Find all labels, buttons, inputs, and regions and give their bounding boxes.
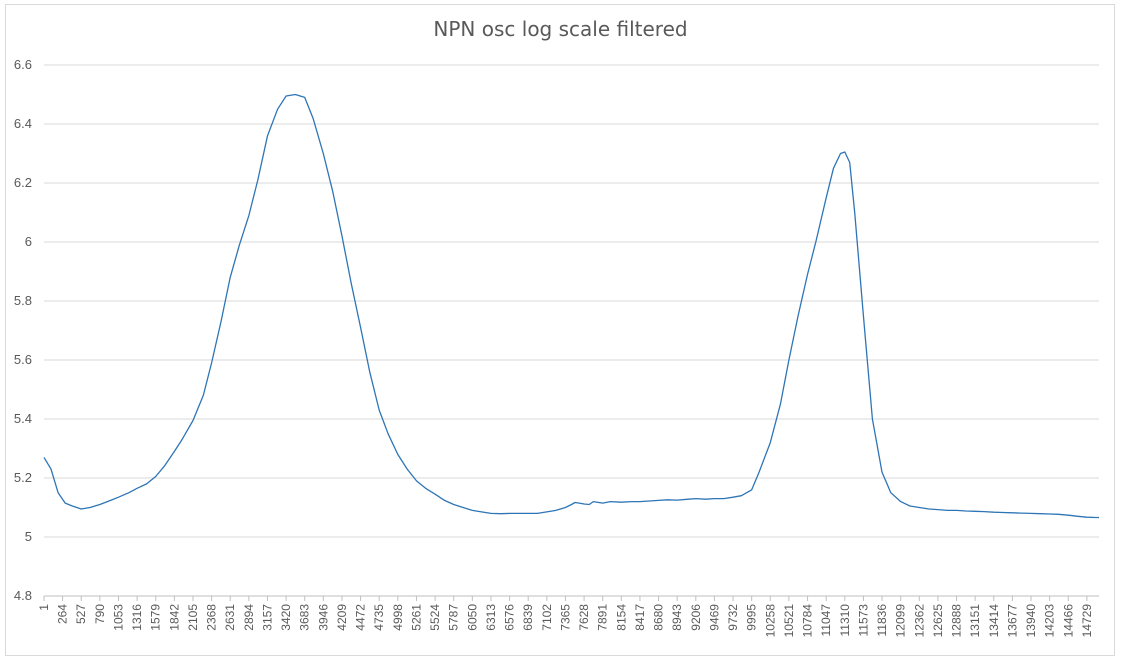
x-tick-label: 4209 <box>335 604 349 631</box>
x-tick-label: 8943 <box>670 604 684 631</box>
x-tick-label: 2894 <box>242 604 256 631</box>
x-tick-label: 790 <box>93 604 107 624</box>
y-tick-label: 6.4 <box>14 116 32 131</box>
x-tick-label: 7102 <box>540 604 554 631</box>
x-tick-label: 2368 <box>205 604 219 631</box>
x-tick-label: 13677 <box>1005 604 1019 638</box>
series-line <box>43 93 1099 519</box>
x-tick-label: 3683 <box>298 604 312 631</box>
x-tick-label: 14466 <box>1061 604 1075 638</box>
x-tick-label: 7365 <box>558 604 572 631</box>
x-tick-label: 13414 <box>987 604 1001 638</box>
x-tick-label: 6839 <box>521 604 535 631</box>
x-tick-label: 4735 <box>372 604 386 631</box>
chart-title: NPN osc log scale filtered <box>433 17 688 41</box>
y-tick-label: 5.4 <box>14 411 32 426</box>
x-tick-label: 264 <box>56 604 70 624</box>
x-tick-label: 1053 <box>111 604 125 631</box>
x-tick-label: 7628 <box>577 604 591 631</box>
y-tick-label: 6.2 <box>14 175 32 190</box>
y-tick-label: 5 <box>25 529 32 544</box>
x-tick-label: 3946 <box>316 604 330 631</box>
x-tick-label: 1 <box>37 604 51 611</box>
x-tick-label: 6576 <box>503 604 517 631</box>
x-tick-label: 7891 <box>596 604 610 631</box>
x-tick-label: 5787 <box>447 604 461 631</box>
x-tick-label: 2631 <box>223 604 237 631</box>
x-tick-label: 11836 <box>875 604 889 637</box>
x-tick-label: 10521 <box>782 604 796 638</box>
y-tick-label: 6 <box>25 234 32 249</box>
y-tick-label: 4.8 <box>14 588 32 603</box>
y-tick-label: 5.2 <box>14 470 32 485</box>
x-tick-label: 12362 <box>912 604 926 638</box>
x-tick-label: 3420 <box>279 604 293 631</box>
x-tick-label: 9995 <box>745 604 759 631</box>
x-tick-label: 6050 <box>465 604 479 631</box>
y-tick-label: 5.6 <box>14 352 32 367</box>
x-tick-label: 12099 <box>894 604 908 638</box>
x-tick-label: 8417 <box>633 604 647 631</box>
x-tick-label: 9206 <box>689 604 703 631</box>
x-tick-label: 4998 <box>391 604 405 631</box>
y-tick-label: 5.8 <box>14 293 32 308</box>
x-tick-label: 11310 <box>838 604 852 637</box>
x-tick-label: 10258 <box>763 604 777 638</box>
x-tick-label: 9732 <box>726 604 740 631</box>
x-tick-label: 4472 <box>354 604 368 631</box>
x-tick-label: 8680 <box>652 604 666 631</box>
x-tick-label: 1316 <box>130 604 144 631</box>
x-tick-label: 5524 <box>428 604 442 631</box>
x-tick-label: 527 <box>74 604 88 624</box>
x-tick-label: 8154 <box>614 604 628 631</box>
x-tick-label: 13151 <box>968 604 982 638</box>
x-tick-label: 10784 <box>801 604 815 638</box>
y-tick-label: 6.6 <box>14 57 32 72</box>
x-tick-label: 11047 <box>819 604 833 637</box>
x-tick-label: 14729 <box>1080 604 1094 638</box>
x-tick-label: 1842 <box>167 604 181 631</box>
x-tick-label: 9469 <box>707 604 721 631</box>
x-tick-label: 3157 <box>260 604 274 631</box>
x-tick-label: 12888 <box>950 604 964 638</box>
x-tick-label: 6313 <box>484 604 498 631</box>
x-tick-label: 1579 <box>149 604 163 631</box>
x-tick-label: 11573 <box>856 604 870 637</box>
x-tick-label: 13940 <box>1024 604 1038 638</box>
x-tick-label: 2105 <box>186 604 200 631</box>
x-tick-label: 14203 <box>1043 604 1057 638</box>
x-tick-label: 5261 <box>409 604 423 631</box>
x-tick-label: 12625 <box>931 604 945 638</box>
